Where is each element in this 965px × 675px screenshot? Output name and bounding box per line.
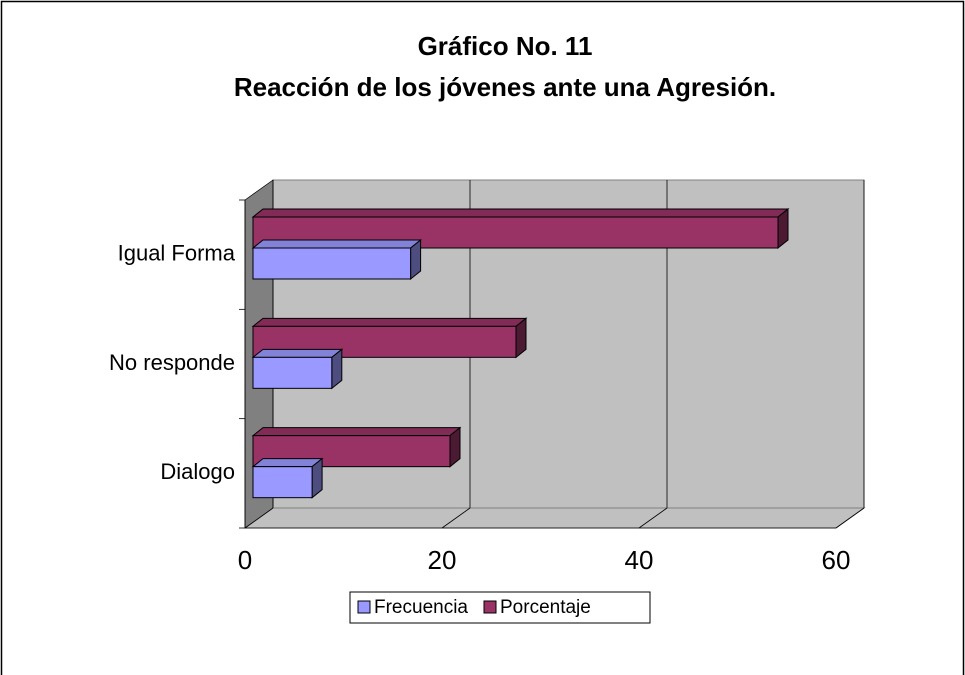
bar: [251, 238, 423, 281]
bar-front: [252, 356, 333, 389]
legend-box: [349, 591, 651, 624]
bar-top: [251, 317, 528, 327]
legend-label: Porcentaje: [500, 597, 591, 618]
x-tick-label: 60: [822, 545, 851, 575]
legend: Frecuencia Porcentaje: [349, 591, 651, 624]
bar: [251, 348, 344, 390]
bar-top: [251, 427, 462, 437]
x-tick-label: 40: [625, 545, 654, 575]
y-tick-label: Igual Forma: [118, 240, 236, 265]
legend-swatch: [357, 600, 371, 614]
y-tick-label: No responde: [109, 350, 235, 375]
legend-label: Frecuencia: [374, 597, 468, 618]
floor-grid-line: [441, 507, 471, 529]
chart-title: Gráfico No. 11: [418, 31, 593, 61]
x-tick-label: 0: [238, 545, 252, 575]
bar-front: [252, 466, 313, 499]
bar-top: [251, 208, 790, 218]
floor: [243, 507, 866, 529]
bar: [251, 457, 324, 499]
y-tick-label: Dialogo: [160, 459, 235, 484]
floor-grid-line: [638, 507, 668, 529]
bar-front: [252, 247, 412, 280]
x-tick-label: 20: [428, 545, 457, 575]
chart-subtitle: Reacción de los jóvenes ante una Agresió…: [234, 72, 776, 102]
bar-top: [251, 458, 324, 468]
bar-top: [251, 239, 423, 249]
legend-swatch: [483, 600, 497, 614]
floor-grid-line: [244, 507, 274, 529]
bar: [251, 317, 528, 359]
floor-grid-line: [835, 507, 865, 529]
bar-top: [251, 348, 344, 358]
